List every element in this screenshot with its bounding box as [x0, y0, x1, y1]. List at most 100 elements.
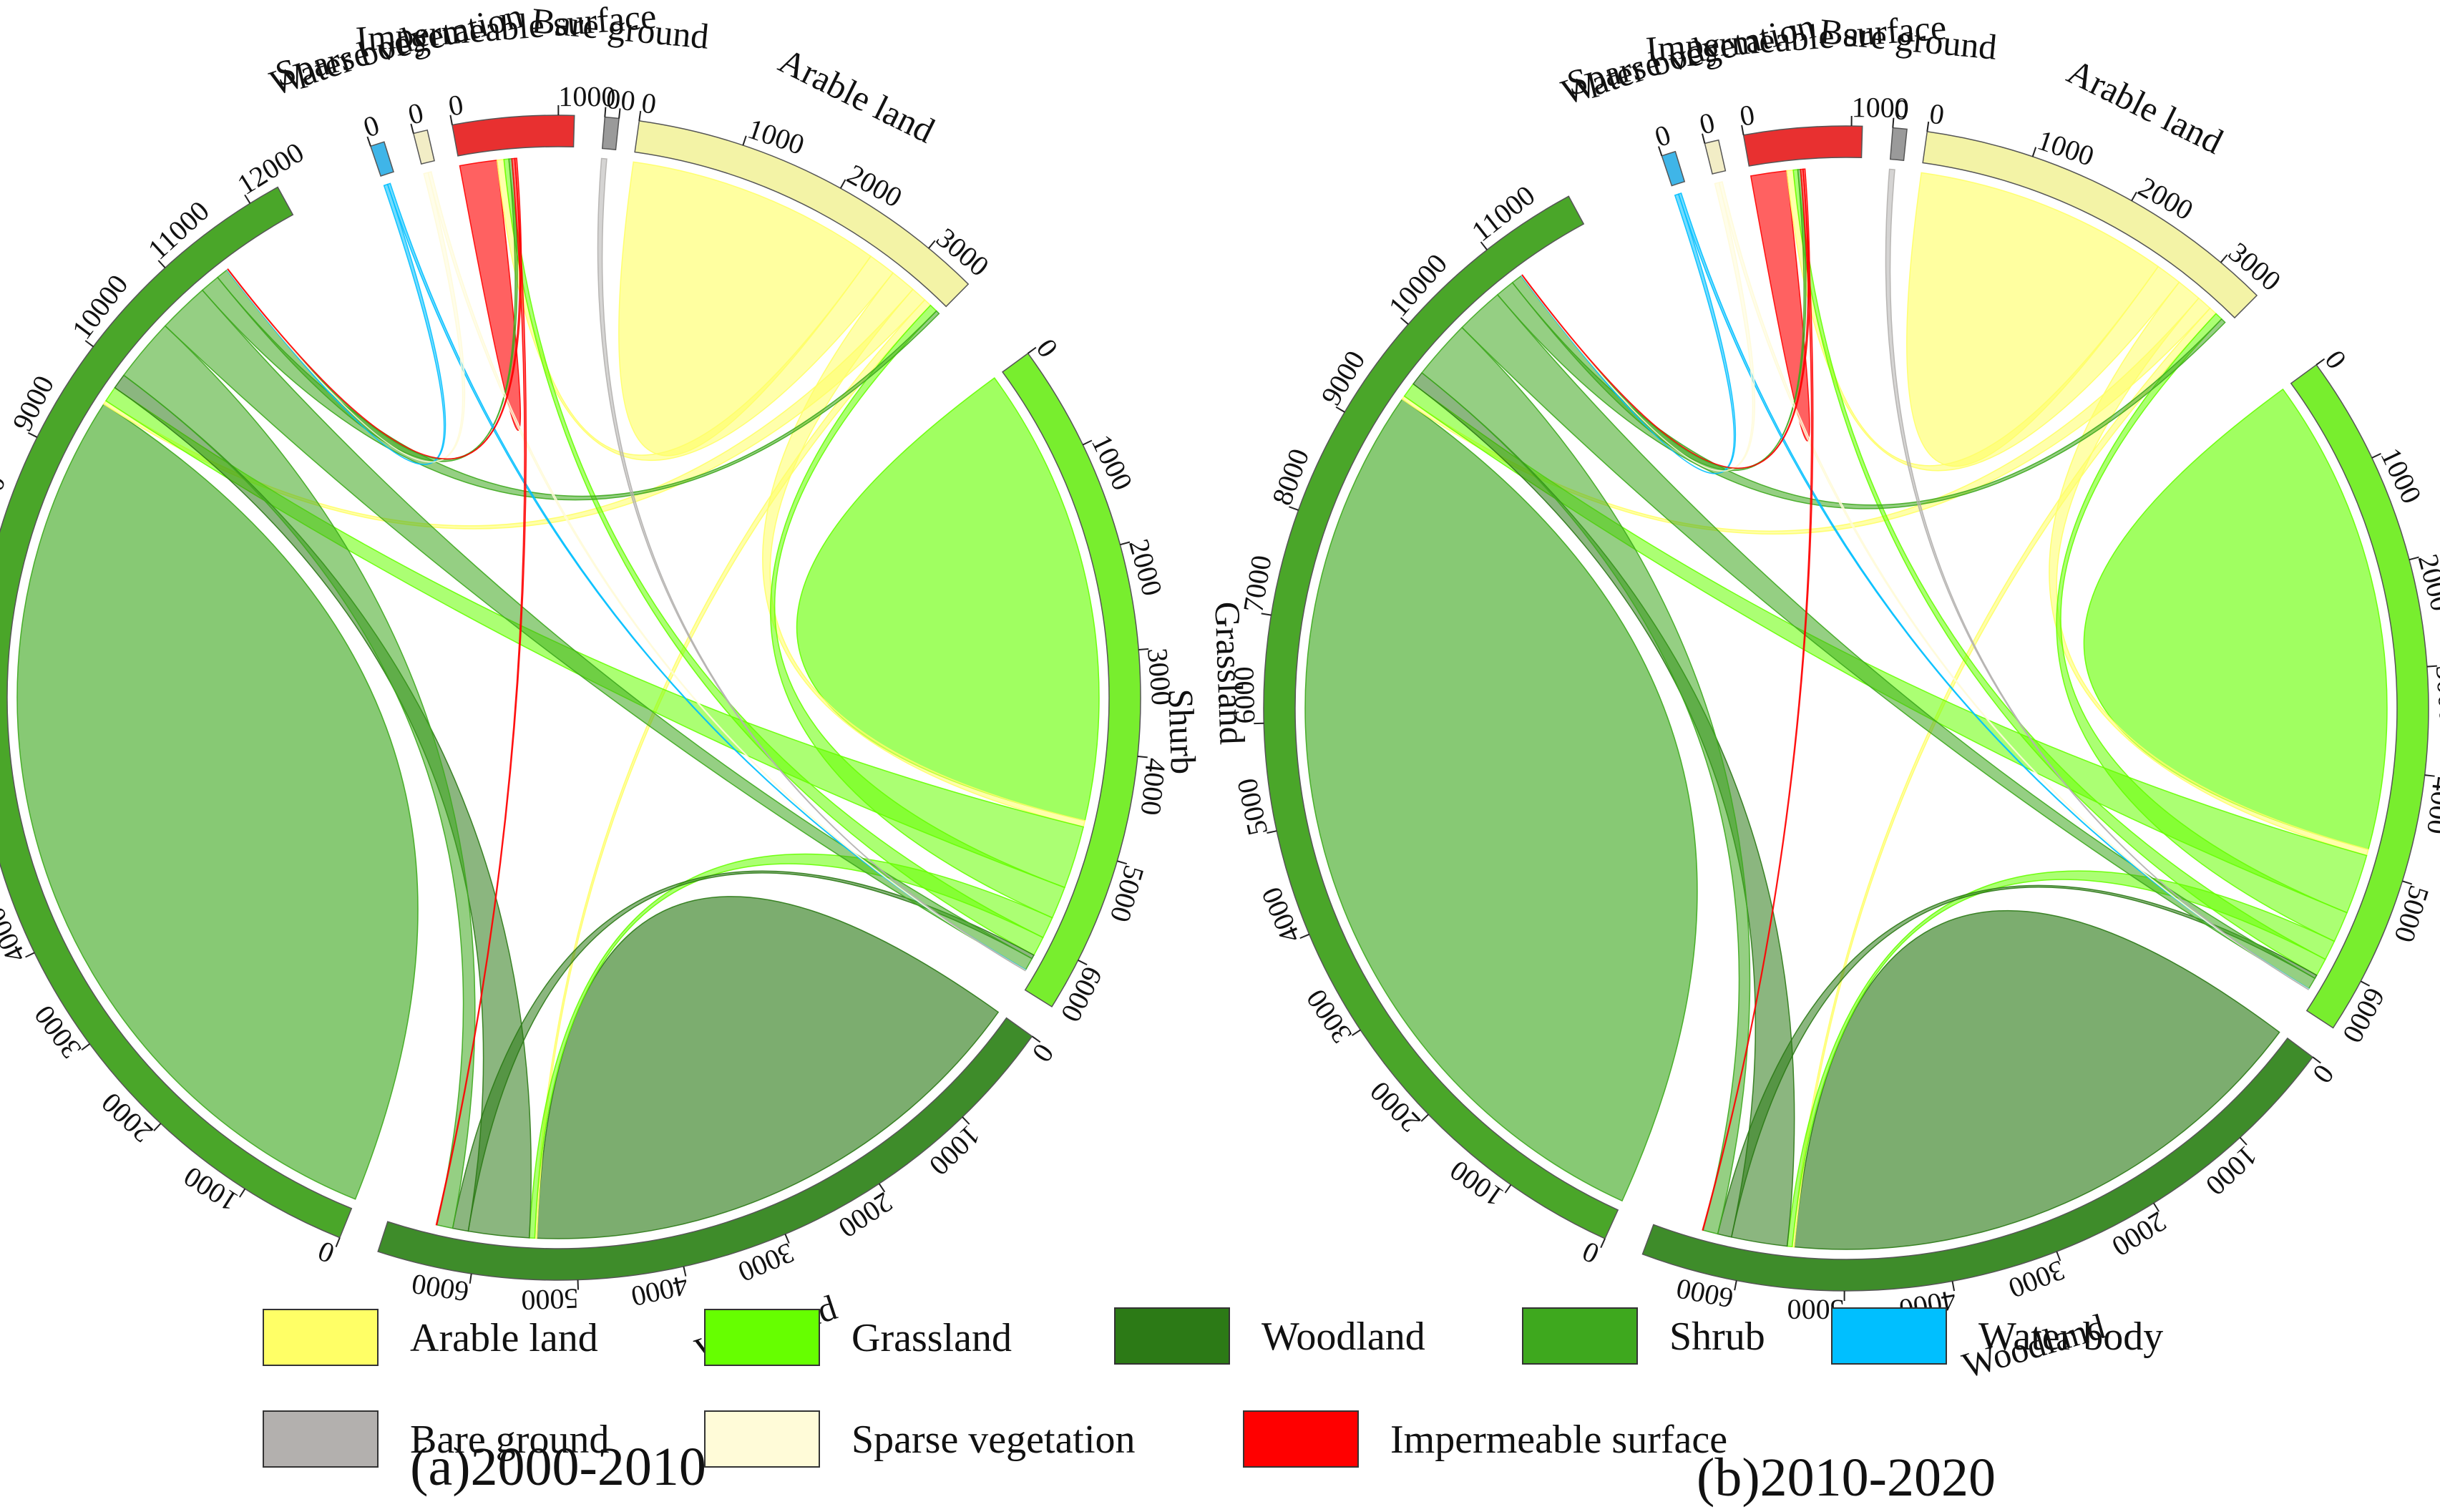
tick-mark: [238, 1188, 246, 1198]
tick-mark: [1400, 317, 1409, 325]
legend-label-grassland: Grassland: [851, 1316, 1012, 1360]
tick-label: 0: [446, 88, 466, 122]
tick-mark: [878, 1183, 886, 1193]
tick-label: 0: [405, 96, 427, 131]
tick-mark: [1082, 439, 1093, 446]
tick-mark: [2220, 254, 2228, 263]
tick-mark: [2031, 147, 2037, 157]
tick-mark: [1420, 1113, 1429, 1122]
tick-mark: [335, 1237, 341, 1247]
arc-arable-land: [1922, 131, 2258, 319]
tick-label: 7000: [1236, 553, 1277, 615]
chord-shurb-to-woodland: [122, 325, 476, 1229]
arc-impermeable-surface: [1742, 125, 1863, 167]
legend-swatch-woodland: [1114, 1307, 1230, 1365]
tick-mark: [1299, 933, 1310, 940]
tick-label: 0: [1651, 118, 1674, 153]
tick-label: 0: [2306, 1059, 2341, 1090]
tick-mark: [1734, 1280, 1737, 1291]
chord-grassland-to-impermeable-surface: [503, 158, 1044, 956]
tick-mark: [2239, 1136, 2248, 1146]
tick-mark: [81, 1043, 90, 1050]
tick-mark: [1351, 1029, 1361, 1036]
chord-shurb-to-grassland: [164, 289, 1033, 971]
tick-label: 0: [640, 87, 658, 120]
group-label-bare-ground: Bare ground: [1817, 11, 1999, 67]
chord-grassland-to-impermeable-surface: [1792, 169, 2326, 976]
tick-mark: [1335, 406, 1345, 413]
tick-mark: [839, 179, 846, 189]
tick-mark: [2056, 1251, 2061, 1262]
legend-label-impermeable-surface: Impermeable surface: [1390, 1418, 1727, 1462]
tick-mark: [2424, 774, 2435, 777]
tick-mark: [638, 110, 642, 122]
tick-mark: [366, 136, 371, 147]
tick-mark: [153, 1123, 162, 1131]
arc-shurb: [1263, 195, 1619, 1239]
chord-arable-land-to-woodland: [1791, 307, 2217, 1248]
legend-swatch-water-body: [1831, 1307, 1947, 1365]
chord-shurb-to-woodland: [1421, 326, 1751, 1235]
chord-grassland-to-arable-land: [2056, 313, 2348, 942]
tick-mark: [1137, 755, 1148, 759]
group-label-grassland: Grassland: [1207, 601, 1252, 746]
arc-bare-ground: [601, 116, 620, 151]
chord-impermeable-surface-to-woodland: [1702, 168, 1814, 1231]
legend-label-bare-ground: Bare ground: [410, 1418, 609, 1462]
tick-mark: [784, 1234, 790, 1244]
chord-shurb-to-grassland: [1461, 293, 2316, 990]
tick-mark: [27, 431, 38, 438]
tick-label: 3000: [2430, 664, 2440, 723]
arc-grassland: [1002, 352, 1141, 1008]
tick-mark: [1600, 1238, 1606, 1249]
tick-mark: [962, 1116, 970, 1125]
tick-label: 0: [1893, 93, 1910, 126]
tick-label: 0: [359, 109, 383, 144]
tick-mark: [1926, 121, 1930, 132]
legend-swatch-shrub: [1522, 1307, 1638, 1365]
arc-shurb: [0, 186, 353, 1239]
arc-arable-land: [634, 120, 970, 308]
chord-grassland-to-woodland: [1786, 870, 2336, 1248]
tick-label: 0: [1578, 1235, 1604, 1270]
tick-mark: [1951, 1281, 1956, 1292]
arc-grassland: [2290, 364, 2429, 1029]
arc-water-body: [1661, 150, 1686, 187]
chord-shurb-to-impermeable-surface: [216, 157, 518, 462]
group-label-shurb: Shurb: [1161, 688, 1204, 775]
chord-shurb-to-shurb: [16, 403, 419, 1200]
chord-grassland-to-arable-land: [770, 304, 1065, 919]
tick-label: 6000: [409, 1268, 471, 1308]
tick-label: 0: [1030, 333, 1065, 364]
tick-mark: [2315, 358, 2326, 366]
legend-swatch-sparse-vegetation: [704, 1410, 820, 1468]
tick-label: 0: [313, 1235, 338, 1270]
tick-mark: [1504, 1184, 1512, 1194]
tick-label: 0: [1737, 98, 1757, 132]
chord-shurb-to-shurb: [1304, 398, 1698, 1202]
tick-label: 6000: [1227, 666, 1261, 724]
tick-mark: [928, 240, 936, 249]
tick-mark: [1138, 648, 1149, 650]
tick-mark: [469, 1273, 472, 1284]
legend-label-woodland: Woodland: [1262, 1315, 1425, 1359]
tick-label: 5000: [521, 1282, 579, 1317]
tick-label: 0: [605, 82, 623, 115]
tick-mark: [2371, 452, 2381, 459]
tick-label: 3000: [1141, 647, 1178, 706]
tick-label: 5000: [1231, 776, 1274, 839]
chord-bare-ground-to-grassland: [597, 157, 1026, 972]
tick-mark: [1027, 346, 1037, 354]
panel-title: (a)2000-2010: [410, 1437, 706, 1497]
tick-mark: [1120, 541, 1131, 546]
legend-label-shrub: Shrub: [1669, 1315, 1765, 1359]
tick-mark: [1658, 146, 1663, 157]
chord-impermeable-surface-to-shurb: [227, 157, 522, 460]
tick-label: 0: [1928, 97, 1946, 131]
tick-mark: [683, 1266, 687, 1277]
tick-label: 4000: [1135, 756, 1173, 816]
legend-label-arable-land: Arable land: [410, 1316, 598, 1360]
